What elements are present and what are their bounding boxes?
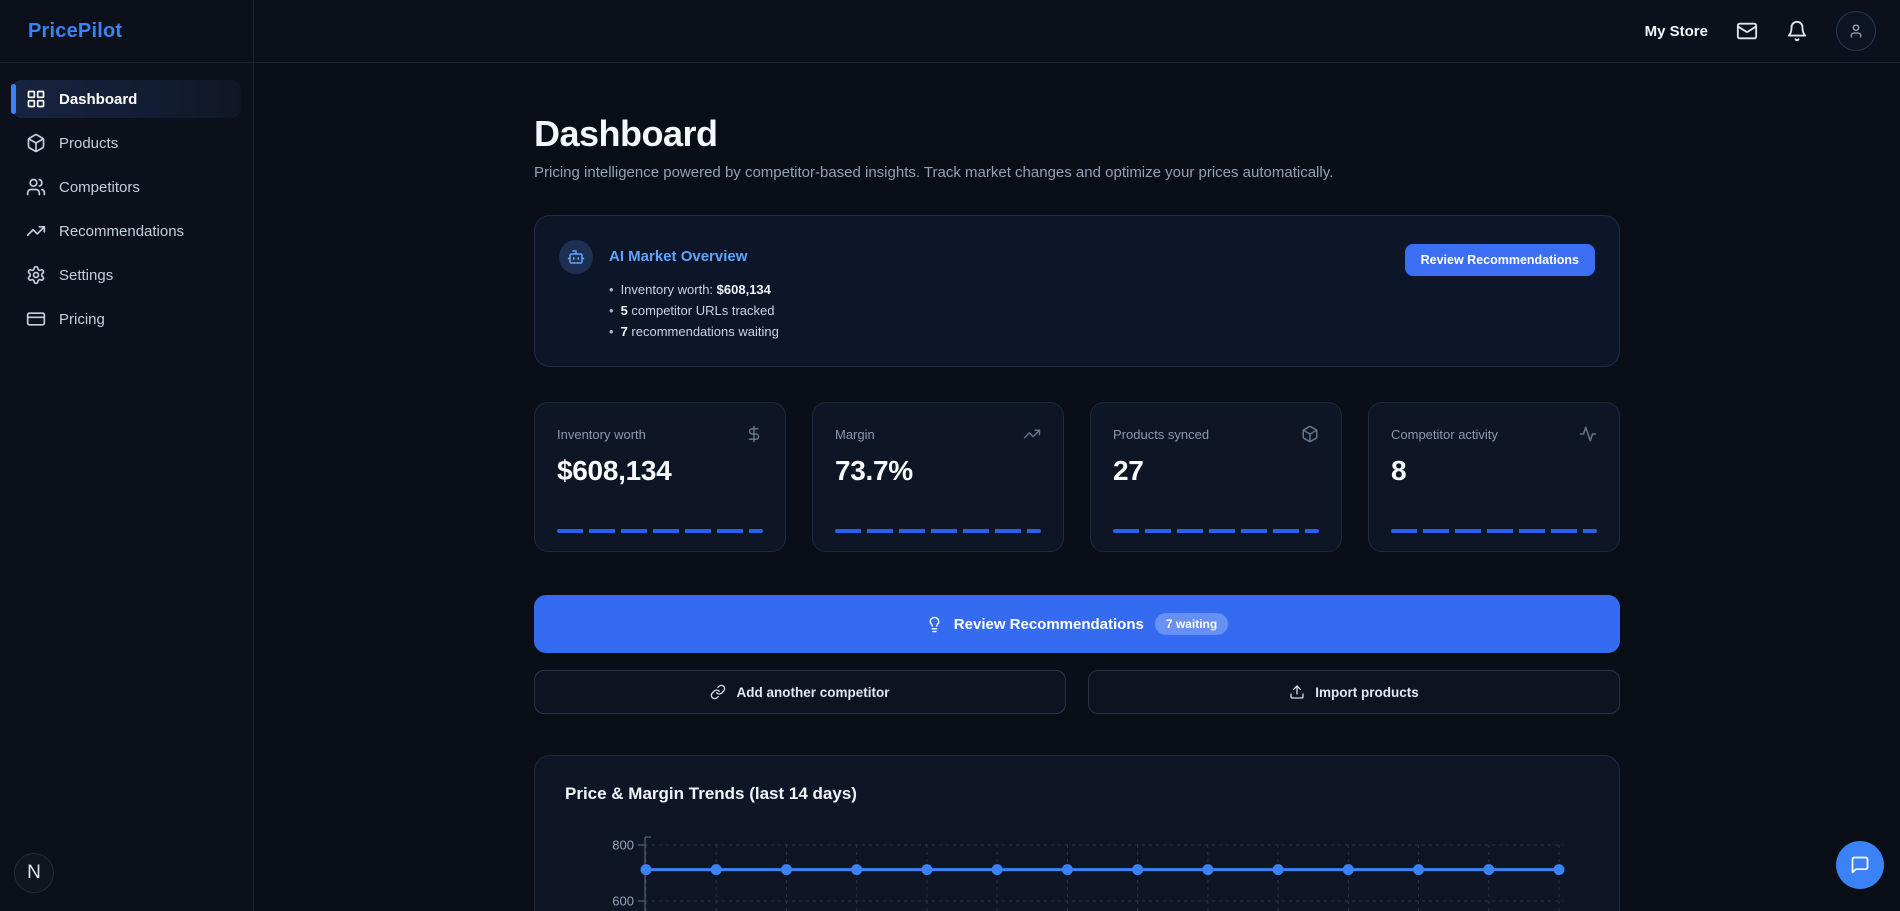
bell-icon xyxy=(1787,21,1807,42)
stat-card-inventory-worth: Inventory worth $608,134 xyxy=(534,402,786,552)
stats-row: Inventory worth $608,134 Margin 73.7% xyxy=(534,402,1620,552)
sidebar-item-label: Dashboard xyxy=(59,90,138,108)
svg-text:600: 600 xyxy=(612,894,634,909)
sidebar-nav: Dashboard Products Competitors Recommend… xyxy=(0,63,253,355)
user-avatar[interactable] xyxy=(1836,11,1876,51)
topbar: My Store xyxy=(254,0,1900,63)
page-title: Dashboard xyxy=(534,113,718,154)
dollar-icon xyxy=(748,425,760,443)
stat-label: Margin xyxy=(835,426,875,442)
sparkline xyxy=(1391,529,1597,533)
svg-text:800: 800 xyxy=(612,838,634,853)
action-label: Import products xyxy=(1315,684,1419,700)
sparkline xyxy=(1113,529,1319,533)
sidebar-item-settings[interactable]: Settings xyxy=(12,256,241,294)
chart-title: Price & Margin Trends (last 14 days) xyxy=(565,784,857,803)
sidebar-item-label: Competitors xyxy=(59,178,140,196)
sidebar-item-label: Settings xyxy=(59,266,114,284)
page-subtitle: Pricing intelligence powered by competit… xyxy=(534,164,1334,181)
user-icon xyxy=(1850,24,1862,38)
secondary-actions-row: Add another competitor Import products xyxy=(534,670,1620,714)
stat-card-products-synced: Products synced 27 xyxy=(1090,402,1342,552)
bot-icon xyxy=(567,250,585,264)
package-icon xyxy=(1302,425,1318,443)
sidebar-item-pricing[interactable]: Pricing xyxy=(12,300,241,338)
ai-market-overview-card: AI Market Overview Inventory worth: $608… xyxy=(534,215,1620,367)
ai-overview-bullets: Inventory worth: $608,134 5 competitor U… xyxy=(609,279,779,342)
link-icon xyxy=(711,684,726,700)
trending-up-icon xyxy=(1023,429,1041,439)
package-icon xyxy=(27,133,45,153)
stat-label: Products synced xyxy=(1113,426,1210,442)
bot-icon-circle xyxy=(559,240,593,274)
stat-value: 73.7% xyxy=(835,455,913,486)
sparkline xyxy=(835,529,1041,533)
sidebar-item-recommendations[interactable]: Recommendations xyxy=(12,212,241,250)
review-recommendations-cta[interactable]: Review Recommendations 7 waiting xyxy=(534,595,1620,653)
sidebar-item-label: Recommendations xyxy=(59,222,185,240)
sidebar: PricePilot Dashboard Products Competitor… xyxy=(0,0,254,911)
dashboard-grid-icon xyxy=(27,90,45,108)
ai-bullet: 7 recommendations waiting xyxy=(609,321,779,342)
sidebar-item-dashboard[interactable]: Dashboard xyxy=(11,80,241,118)
sidebar-item-products[interactable]: Products xyxy=(12,124,241,162)
action-label: Add another competitor xyxy=(736,684,890,700)
nextjs-badge-button[interactable]: N xyxy=(14,853,54,893)
gear-icon xyxy=(27,265,45,285)
add-competitor-button[interactable]: Add another competitor xyxy=(534,670,1066,714)
logo-wrap: PricePilot xyxy=(0,0,253,63)
users-icon xyxy=(26,178,46,196)
ai-bullet: 5 competitor URLs tracked xyxy=(609,300,779,321)
stat-card-competitor-activity: Competitor activity 8 xyxy=(1368,402,1620,552)
main-content: Dashboard Pricing intelligence powered b… xyxy=(254,63,1900,911)
stat-label: Competitor activity xyxy=(1391,426,1498,442)
mail-icon xyxy=(1736,22,1758,40)
sidebar-item-competitors[interactable]: Competitors xyxy=(12,168,241,206)
price-margin-trends-card: Price & Margin Trends (last 14 days) 800… xyxy=(534,755,1620,911)
trending-up-icon xyxy=(26,226,46,236)
mail-button[interactable] xyxy=(1736,20,1758,42)
stat-value: 8 xyxy=(1391,455,1407,486)
stat-label: Inventory worth xyxy=(557,426,646,442)
lightbulb-icon xyxy=(929,616,940,632)
stat-value: $608,134 xyxy=(557,455,672,486)
stat-card-margin: Margin 73.7% xyxy=(812,402,1064,552)
sidebar-item-label: Products xyxy=(59,134,119,152)
cta-waiting-badge: 7 waiting xyxy=(1154,613,1229,635)
activity-icon xyxy=(1579,426,1597,442)
sidebar-item-label: Pricing xyxy=(59,310,105,328)
store-label: My Store xyxy=(1644,22,1708,40)
ai-overview-title: AI Market Overview xyxy=(609,248,748,265)
upload-icon xyxy=(1290,685,1304,699)
credit-card-icon xyxy=(26,312,46,326)
import-products-button[interactable]: Import products xyxy=(1088,670,1620,714)
message-square-icon xyxy=(1851,856,1869,874)
stat-value: 27 xyxy=(1113,455,1144,486)
review-recommendations-button[interactable]: Review Recommendations xyxy=(1404,244,1595,276)
notifications-button[interactable] xyxy=(1786,20,1808,42)
chat-button[interactable] xyxy=(1836,841,1884,889)
cta-label: Review Recommendations xyxy=(953,615,1144,633)
main-column: My Store Dashboard Pricing intelligence … xyxy=(254,0,1900,911)
app-logo: PricePilot xyxy=(28,19,123,42)
ai-bullet: Inventory worth: $608,134 xyxy=(609,279,779,300)
trend-line-chart: 800 600 xyxy=(612,836,1565,911)
sparkline xyxy=(557,529,763,533)
